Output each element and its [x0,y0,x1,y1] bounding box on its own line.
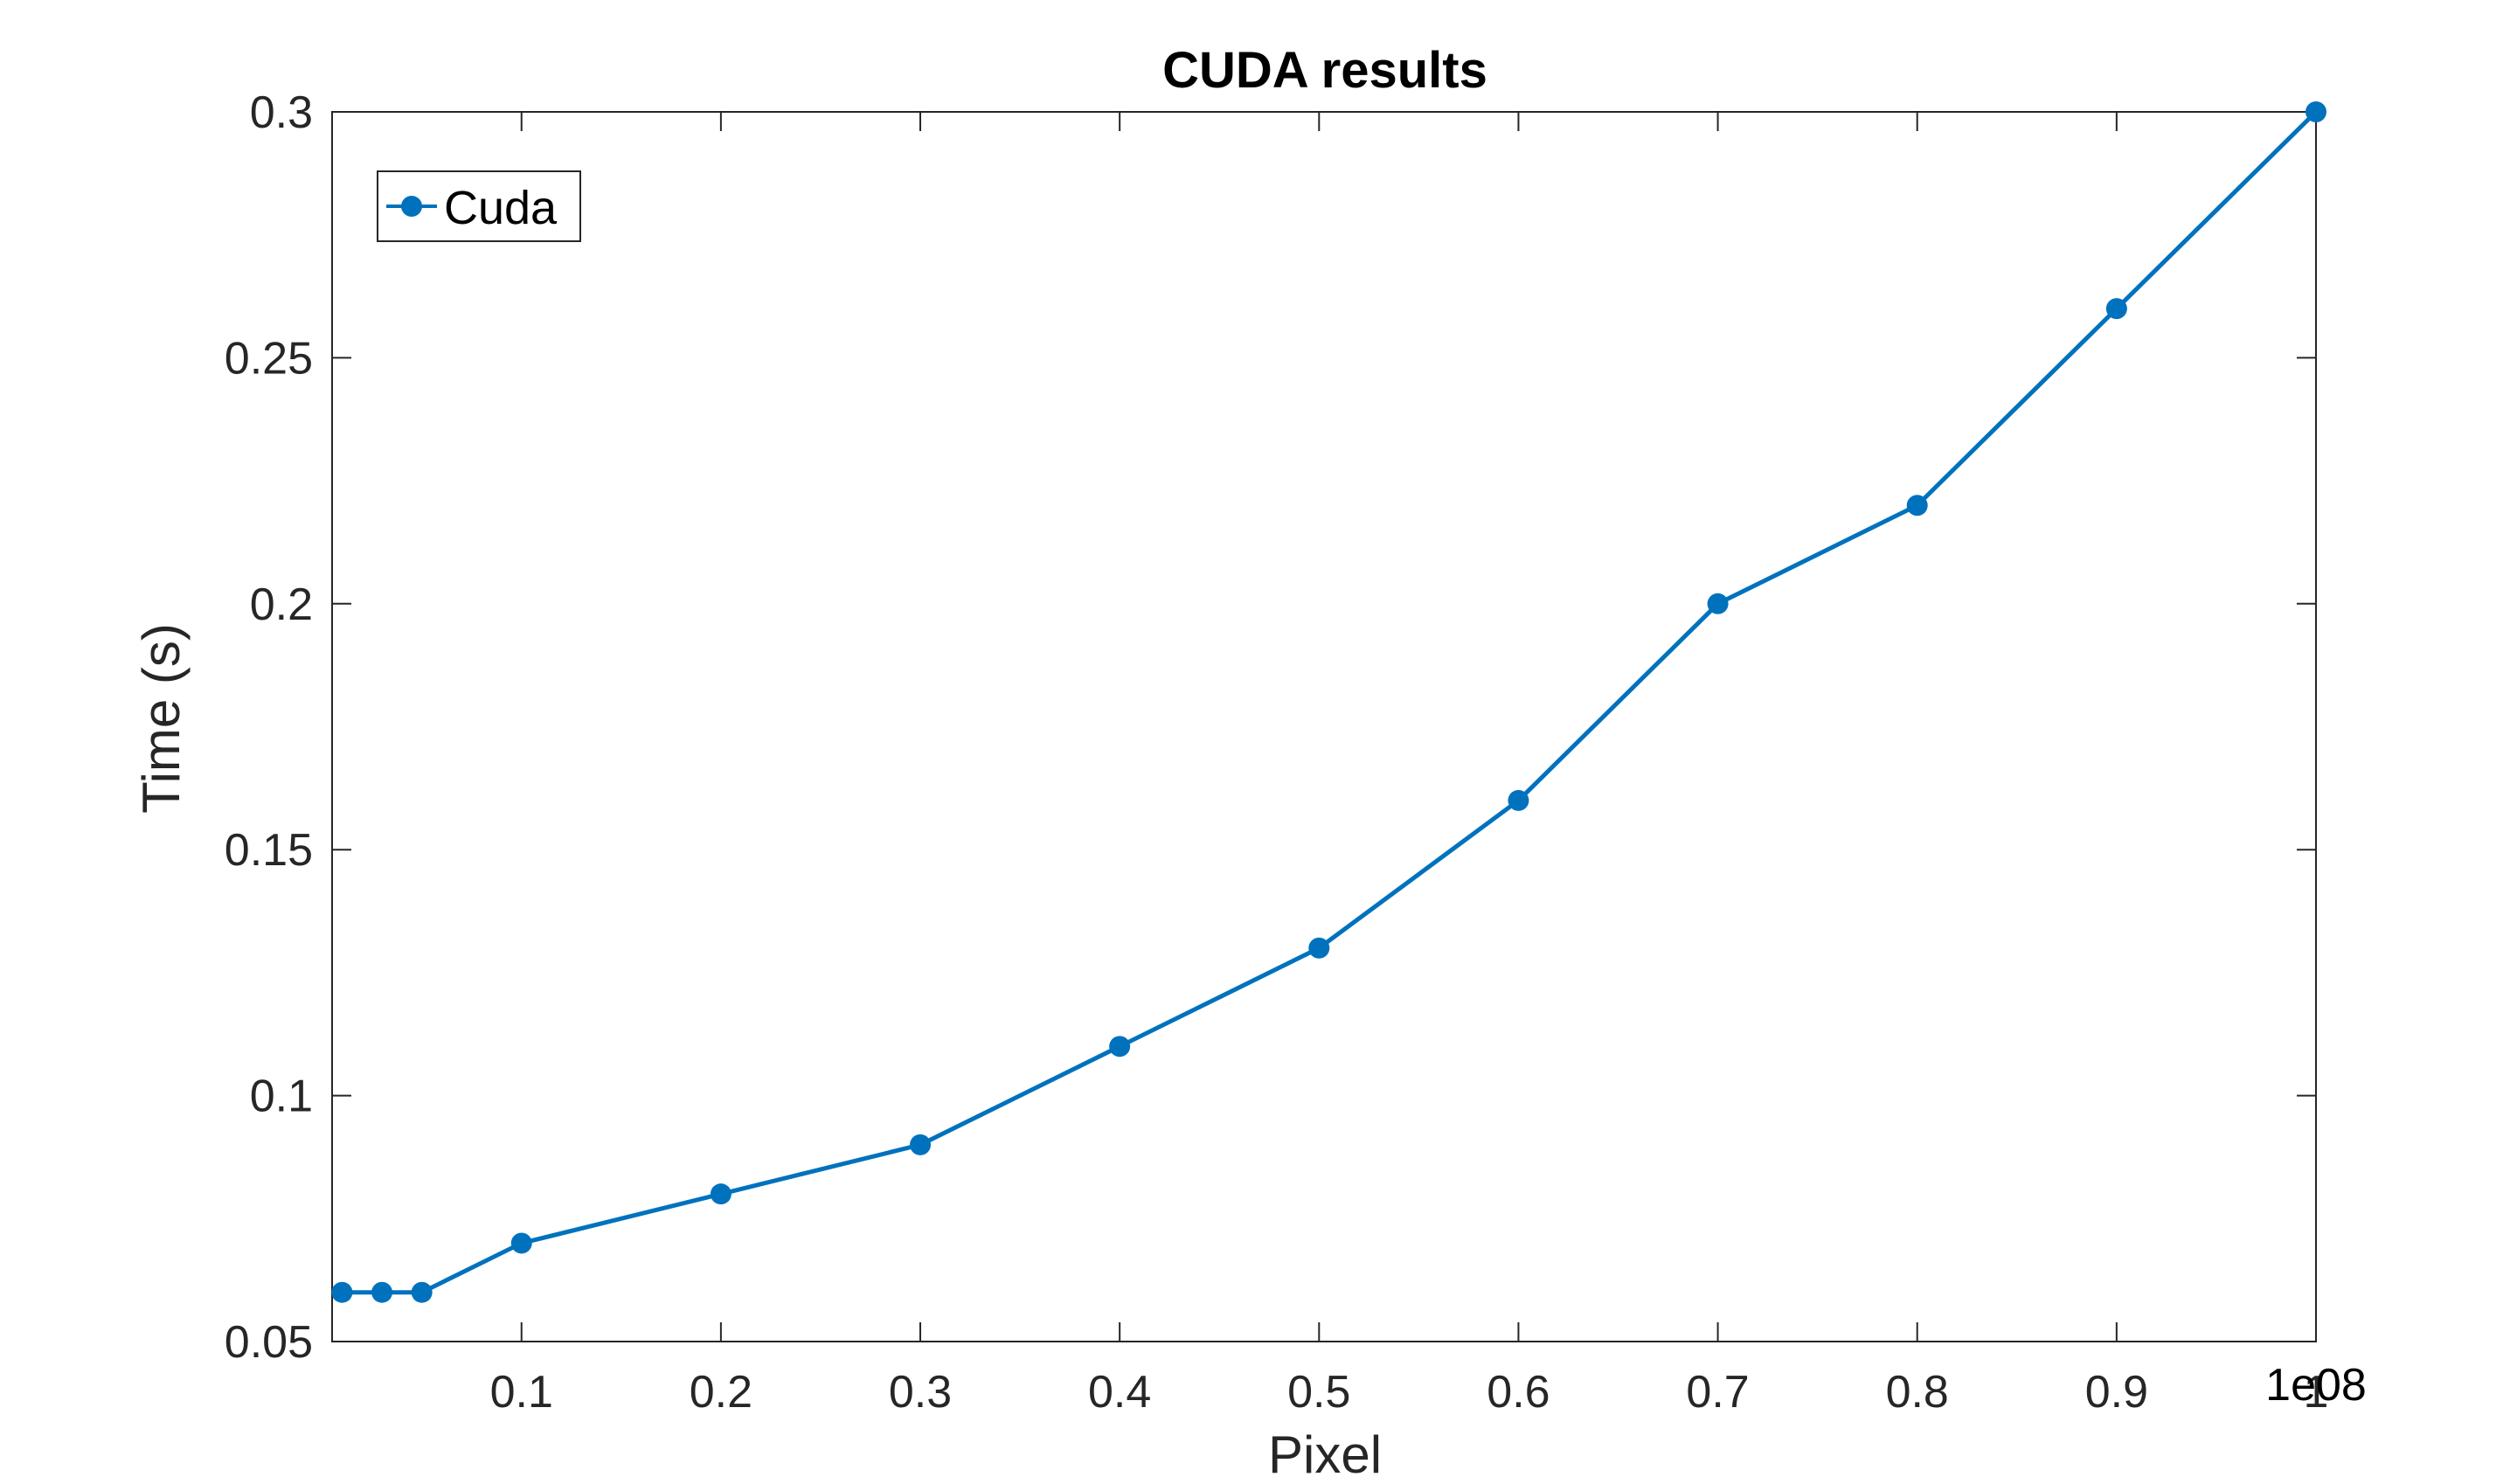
data-point-cuda [1707,593,1729,614]
data-point-cuda [1906,495,1928,517]
data-point-cuda [710,1183,732,1205]
data-point-cuda [1308,937,1330,959]
data-point-cuda [910,1134,932,1155]
x-tick-label: 0.1 [490,1367,553,1418]
data-point-cuda [510,1232,532,1254]
data-point-cuda [2306,101,2326,122]
data-point-cuda [371,1281,393,1303]
x-axis-exponent-label: 1e08 [2265,1360,2367,1411]
x-tick-label: 0.6 [1487,1367,1550,1418]
x-tick-label: 0.7 [1686,1367,1749,1418]
axes-box [331,111,2317,1342]
x-tick-label: 0.8 [1886,1367,1949,1418]
x-tick-label: 0.5 [1287,1367,1350,1418]
y-axis-label: Time (s) [132,623,191,814]
x-axis-label: Pixel [1268,1425,1382,1484]
x-tick-label: 1 [2304,1367,2329,1418]
x-tick-label: 0.4 [1088,1367,1151,1418]
y-tick-label: 0.1 [250,1071,313,1122]
data-point-cuda [1508,789,1529,811]
x-tick-label: 0.3 [889,1367,952,1418]
legend: Cuda [377,170,581,242]
legend-label-cuda: Cuda [444,182,558,234]
plot-area: 0.1 0.2 0.3 0.4 0.5 0.6 0.7 0.8 0.9 1 0.05 0.1 0.15 0… [225,87,2329,1418]
y-tick-label: 0.05 [225,1317,313,1368]
data-point-cuda [331,1281,353,1303]
legend-marker-cuda [401,196,422,217]
chart-title: CUDA results [1162,42,1487,99]
y-tick-label: 0.3 [250,87,313,138]
x-tick-label: 0.2 [690,1367,752,1418]
data-point-cuda [1109,1036,1131,1058]
y-tick-label: 0.25 [225,333,313,384]
data-point-cuda [411,1281,433,1303]
y-tick-label: 0.15 [225,825,313,876]
data-point-cuda [2105,298,2127,320]
y-tick-label: 0.2 [250,579,313,630]
x-tick-label: 0.9 [2085,1367,2148,1418]
